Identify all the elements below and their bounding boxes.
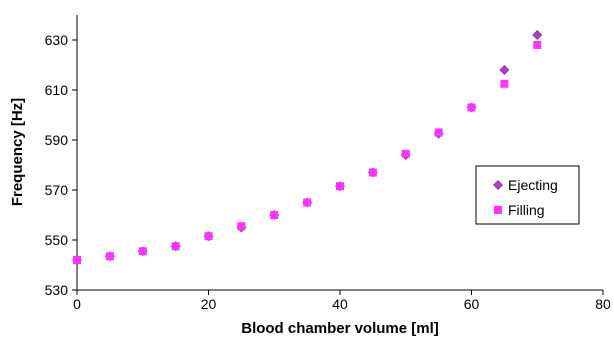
filling-point <box>401 149 410 158</box>
ejecting-point <box>499 65 510 75</box>
filling-point <box>237 222 246 231</box>
axes <box>76 15 603 291</box>
filling-point <box>368 168 377 177</box>
filling-point <box>171 242 180 251</box>
x-tick-label: 40 <box>332 296 348 312</box>
legend-marker-ejecting <box>493 180 503 190</box>
legend-marker-filling <box>494 206 502 214</box>
y-tick-label: 590 <box>45 132 69 148</box>
x-axis-title: Blood chamber volume [ml] <box>241 320 439 337</box>
legend-box <box>475 165 580 225</box>
filling-point <box>204 232 213 241</box>
legend-label-ejecting: Ejecting <box>508 177 558 193</box>
filling-point <box>500 79 509 88</box>
filling-point <box>434 128 443 137</box>
legend: Ejecting Filling <box>475 165 580 225</box>
filling-point <box>467 103 476 112</box>
legend-marker-filling-shape <box>494 206 502 214</box>
filling-point <box>533 41 542 49</box>
legend-marker-ejecting-shape <box>493 180 503 190</box>
y-tick-label: 550 <box>45 232 69 248</box>
x-tick-label: 60 <box>464 296 480 312</box>
x-tick-label: 80 <box>595 296 611 312</box>
x-tick-label: 0 <box>73 296 81 312</box>
y-tick-label: 630 <box>45 32 69 48</box>
y-axis-title: Frequency [Hz] <box>9 98 26 206</box>
filling-point <box>105 252 114 261</box>
y-axis-ticks: 530 550 570 590 610 630 <box>45 32 77 298</box>
y-tick-label: 610 <box>45 82 69 98</box>
filling-point <box>73 256 81 264</box>
x-axis-ticks: 0 20 40 60 80 <box>73 290 611 312</box>
legend-label-filling: Filling <box>508 202 545 218</box>
filling-point <box>270 211 279 219</box>
x-tick-label: 20 <box>201 296 217 312</box>
filling-point <box>138 247 147 256</box>
data-points <box>72 30 543 265</box>
filling-point <box>336 182 344 191</box>
ejecting-point <box>532 30 543 40</box>
filling-point <box>303 198 312 207</box>
y-tick-label: 530 <box>45 282 69 298</box>
y-tick-label: 570 <box>45 182 69 198</box>
